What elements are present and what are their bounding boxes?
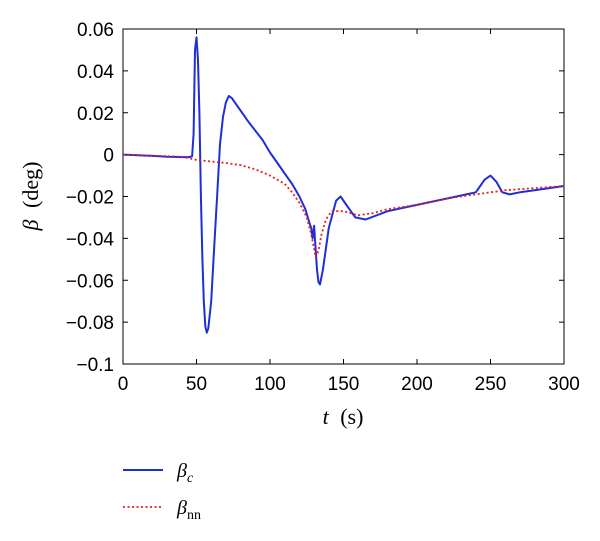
x-axis-label: t (s) [323,404,364,429]
y-tick-label: −0.06 [66,271,114,292]
legend: βc βnn [123,460,201,523]
x-axis-label-unit: (s) [340,404,363,429]
x-axis-label-var: t [323,404,330,429]
x-tick-label: 50 [186,374,207,395]
x-tick-label: 250 [475,374,507,395]
y-axis-label: β (deg) [18,162,43,232]
y-tick-label: −0.1 [76,355,114,376]
y-axis-label-unit: (deg) [18,162,43,208]
y-tick-label: 0 [103,146,114,167]
y-tick-label: 0.02 [77,104,114,125]
legend-label-beta-nn-base: β [176,497,187,519]
legend-label-beta-c-sub: c [187,471,194,486]
series-line-beta-nn [122,153,565,259]
x-axis-ticks: 0 50 100 150 200 250 300 [118,29,580,395]
series-line-beta-c [122,36,565,334]
legend-label-beta-c: βc [176,460,194,486]
legend-label-beta-c-base: β [176,460,187,482]
x-tick-label: 100 [254,374,286,395]
y-axis-ticks: 0.06 0.04 0.02 0 −0.02 −0.04 −0.06 −0.08 −0.1 [66,20,564,376]
y-tick-label: 0.04 [77,62,114,83]
plot-frame [122,28,565,365]
legend-label-beta-nn-sub: nn [187,508,201,523]
y-tick-label: −0.02 [66,188,114,209]
y-tick-label: −0.04 [66,229,115,250]
x-tick-label: 200 [401,374,433,395]
x-tick-label: 300 [548,374,580,395]
y-tick-label: −0.08 [66,313,114,334]
x-tick-label: 150 [328,374,360,395]
x-tick-label: 0 [118,374,129,395]
y-axis-label-var: β [18,219,43,231]
y-tick-label: 0.06 [77,20,114,41]
legend-label-beta-nn: βnn [176,497,201,523]
